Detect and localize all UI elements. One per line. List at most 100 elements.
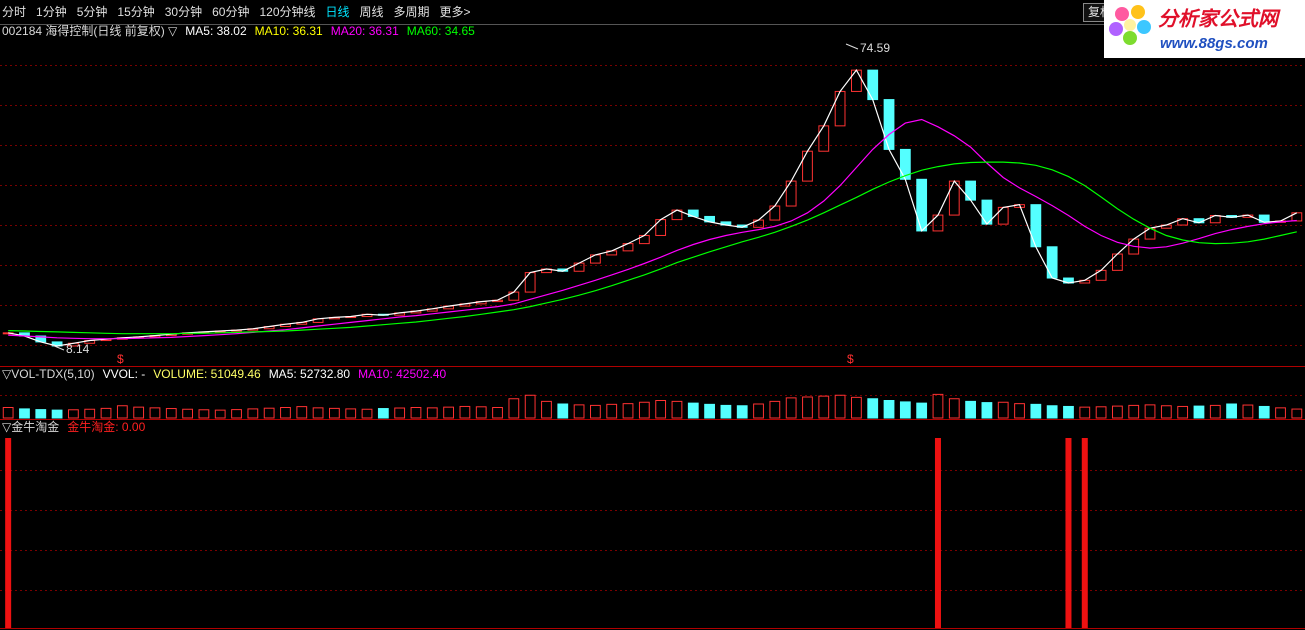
volume-bar — [524, 394, 536, 419]
volume-bar — [1063, 405, 1074, 419]
volume-bar — [100, 407, 112, 419]
volume-bar — [410, 407, 422, 419]
toolbar-tab[interactable]: 60分钟 — [212, 4, 249, 19]
volume-bar — [1258, 405, 1270, 419]
volume-bar — [802, 396, 813, 419]
volume-bar — [704, 403, 715, 419]
petal — [1109, 22, 1123, 36]
high-leader — [845, 43, 859, 50]
volume-bar — [590, 404, 601, 419]
candle — [1046, 246, 1058, 279]
toolbar-tab[interactable]: 日线 — [326, 5, 350, 19]
logo-title: 分析家公式网 — [1158, 7, 1281, 30]
price-header-item: 002184 海得控制(日线 前复权) ▽ — [2, 23, 178, 38]
volume-bar — [394, 407, 406, 419]
volume-bar — [361, 408, 373, 419]
volume-bar — [84, 408, 96, 419]
volume-bar — [263, 407, 275, 419]
candle — [1030, 204, 1042, 248]
flower-center — [1124, 19, 1136, 31]
volume-bar — [231, 409, 242, 419]
petal — [1137, 20, 1151, 34]
volume-header-item: MA10: 42502.40 — [358, 367, 446, 381]
toolbar-tab[interactable]: 更多> — [440, 5, 471, 19]
candle — [883, 99, 895, 150]
signal-marker: $ — [117, 352, 124, 366]
volume-bar — [475, 406, 487, 419]
volume-bar — [769, 400, 781, 419]
volume-bar — [671, 400, 683, 419]
volume-bar — [35, 409, 47, 419]
volume-bar — [1226, 403, 1237, 419]
signal-bar — [1065, 438, 1072, 628]
volume-bar — [573, 404, 585, 419]
toolbar-tab[interactable]: 周线 — [360, 5, 384, 19]
volume-bar — [149, 407, 161, 419]
volume-bar — [1095, 406, 1107, 419]
volume-bar — [622, 403, 634, 419]
ma20-line — [8, 118, 1297, 340]
candle — [965, 180, 976, 201]
low-leader — [51, 344, 65, 351]
volume-bar — [247, 408, 259, 419]
petal — [1123, 31, 1137, 45]
volume-bar — [312, 407, 324, 419]
toolbar-tab[interactable]: 多周期 — [394, 5, 430, 19]
volume-bar — [981, 402, 993, 419]
volume-bar — [687, 402, 699, 419]
toolbar-tab[interactable]: 30分钟 — [165, 4, 202, 19]
petal — [1115, 7, 1129, 21]
volume-bar — [655, 400, 667, 419]
volume-bar — [1144, 404, 1156, 419]
signal-header-item: ▽金牛淘金 — [2, 419, 59, 434]
volume-bar — [948, 398, 960, 419]
volume-bar — [932, 393, 944, 419]
price-header-item: MA5: 38.02 — [185, 24, 247, 38]
logo: 分析家公式网 www.88gs.com — [1104, 0, 1305, 58]
volume-bar — [736, 405, 748, 419]
volume-bar — [1291, 408, 1303, 419]
volume-bar — [426, 407, 438, 419]
toolbar-tab[interactable]: 1分钟 — [36, 4, 67, 19]
candle — [916, 178, 928, 232]
low-label: 8.14 — [66, 342, 90, 356]
price-header-item: MA60: 34.65 — [407, 24, 475, 38]
volume-bar — [1242, 404, 1254, 419]
volume-bar — [280, 407, 291, 419]
volume-bar — [1046, 405, 1058, 419]
signal-bar — [934, 438, 941, 628]
toolbar-tab[interactable]: 分时 — [2, 5, 26, 19]
volume-bar — [459, 405, 471, 419]
volume-bar — [541, 400, 552, 419]
high-label: 74.59 — [860, 41, 890, 55]
volume-bar — [377, 408, 389, 419]
volume-header-item: ▽VOL-TDX(5,10) — [2, 367, 95, 381]
volume-bar — [508, 398, 520, 419]
toolbar-tab[interactable]: 120分钟线 — [259, 4, 315, 19]
volume-bar — [997, 401, 1009, 419]
volume-bar — [638, 401, 650, 419]
volume-bar — [345, 408, 357, 419]
toolbar-tab[interactable]: 5分钟 — [77, 4, 108, 19]
signal-bar — [5, 438, 12, 628]
close-line — [8, 69, 1298, 347]
panel-headers: 002184 海得控制(日线 前复权) ▽ MA5: 38.02 MA10: 36.… — [2, 23, 475, 434]
plot-area — [2, 69, 1303, 628]
candle — [867, 69, 879, 101]
volume-bar — [883, 400, 895, 419]
volume-bar — [68, 409, 79, 419]
price-header-item: MA10: 36.31 — [255, 24, 323, 38]
volume-bar — [818, 395, 830, 419]
volume-bar — [165, 408, 177, 419]
toolbar-tab[interactable]: 15分钟 — [117, 4, 154, 19]
volume-bar — [214, 409, 226, 419]
volume-bar — [753, 403, 764, 419]
volume-bar — [785, 397, 797, 419]
volume-bar — [198, 409, 210, 419]
volume-bar — [720, 404, 732, 419]
volume-bar — [296, 406, 308, 419]
volume-bar — [116, 405, 128, 419]
